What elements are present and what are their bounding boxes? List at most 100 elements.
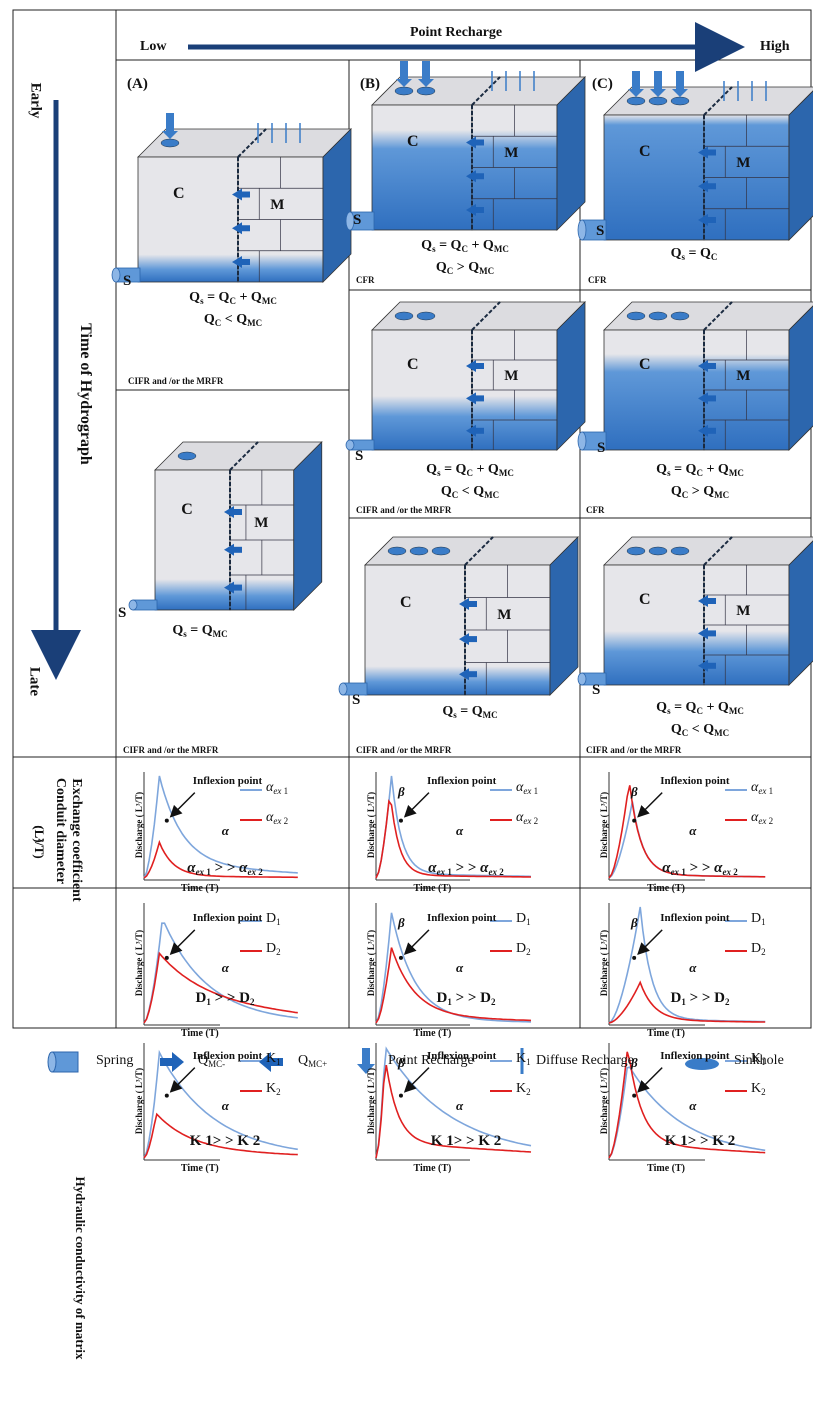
x-axis-label: Time (T) <box>180 1163 219 1174</box>
legend-label-1: D1 <box>516 911 531 927</box>
exchange-arrow-body <box>708 662 716 669</box>
block-side <box>293 441 323 611</box>
conduit-face <box>371 104 473 231</box>
matrix-label: M <box>736 155 751 171</box>
flow-regime-caption: CFR <box>588 275 607 285</box>
point-recharge-icon <box>676 71 684 89</box>
diameter-title: Conduit diameter <box>53 777 68 885</box>
series-line-1 <box>143 1049 298 1159</box>
exchange-arrow-icon <box>698 595 708 607</box>
matrix-label: M <box>270 197 285 213</box>
karst-block-2 <box>345 61 586 231</box>
hydrograph-exchange-2 <box>608 772 766 881</box>
matrix-label: M <box>497 606 512 623</box>
relation-label: K 1> > K 2 <box>430 1133 502 1149</box>
exchange-arrow-body <box>476 395 484 402</box>
flow-regime-caption: CIFR and /or the MRFR <box>586 745 682 755</box>
block-side <box>322 128 352 283</box>
discharge-relation: QC > QMC <box>670 484 730 500</box>
sinkhole-icon <box>670 96 690 106</box>
point-recharge-head <box>418 79 434 87</box>
block-side <box>549 536 579 696</box>
relation-label: D1 > > D2 <box>436 990 496 1007</box>
sinkhole-icon <box>626 546 646 556</box>
karst-block-4 <box>128 441 323 611</box>
inflexion-label: Inflexion point <box>660 774 730 787</box>
spring-label: S <box>592 682 601 698</box>
conduit-face <box>371 329 473 451</box>
exchange-arrow-icon <box>698 146 708 159</box>
x-axis-label: Time (T) <box>647 1163 685 1174</box>
series-line-2 <box>608 1051 766 1159</box>
legend-label-1: K1 <box>266 1051 281 1067</box>
alpha-label: α <box>689 822 697 838</box>
relation-label: K 1> > K 2 <box>189 1133 261 1149</box>
inflexion-point <box>398 955 403 960</box>
y-axis-label: Discharge ( L³/T) <box>366 791 376 859</box>
sinkhole-icon <box>431 546 451 556</box>
exchange-title: Exchange coefficient <box>69 778 84 902</box>
flow-regime-caption: CIFR and /or the MRFR <box>128 376 224 386</box>
exchange-arrow-icon <box>698 180 708 193</box>
block-side <box>788 540 813 686</box>
exchange-arrow-icon <box>224 543 234 556</box>
sinkhole-icon <box>416 86 436 96</box>
high-label: High <box>760 39 790 54</box>
discharge-relation: QC < QMC <box>440 484 500 500</box>
sinkhole-icon <box>648 546 668 556</box>
legend-label-1: αex 1 <box>751 780 774 796</box>
exchange-arrow-body <box>708 183 716 190</box>
spring-mouth <box>345 439 355 451</box>
discharge-relation: QC < QMC <box>203 312 263 328</box>
divider-line <box>703 301 733 331</box>
exchange-arrow-icon <box>698 424 708 437</box>
diameter-unit: (L) <box>32 825 47 843</box>
discharge-equation: Qs = QC + QMC <box>426 462 514 478</box>
relation-label: αex 1 > > αex 2 <box>662 860 738 877</box>
spring-mouth <box>128 599 138 611</box>
series-line-2 <box>375 947 532 1024</box>
flow-regime-caption: CIFR and /or the MRFR <box>123 745 219 755</box>
inflexion-point <box>164 1093 169 1098</box>
discharge-equation: Qs = QMC <box>172 623 228 639</box>
matrix-label: M <box>736 368 751 385</box>
inflexion-label: Inflexion point <box>192 1049 263 1062</box>
matrix-label: M <box>736 603 751 620</box>
exchange-arrow-body <box>469 636 477 643</box>
conduit-face <box>603 114 705 241</box>
exchange-arrow-body <box>242 191 250 198</box>
inflexion-label: Inflexion point <box>192 774 263 787</box>
inflexion-label: Inflexion point <box>426 911 497 924</box>
spring-mouth <box>47 1051 57 1073</box>
spring-mouth <box>577 431 587 451</box>
exchange-arrow-icon <box>466 424 476 437</box>
exchange-arrow-body <box>476 363 484 369</box>
legend-label-2: D2 <box>516 941 531 957</box>
inflexion-arrow <box>169 929 196 955</box>
x-axis-label: Time (T) <box>647 883 685 894</box>
exchange-arrow-icon <box>224 581 234 594</box>
legend-label-1: K1 <box>516 1051 531 1067</box>
exchange-arrow-body <box>469 671 477 678</box>
hydrograph-conductivity-0 <box>143 1043 298 1161</box>
inflexion-label: Inflexion point <box>192 911 263 924</box>
legend-label-2: K2 <box>516 1081 531 1097</box>
conduit-face <box>603 564 705 686</box>
conduit-label: C <box>173 184 185 202</box>
exchange-arrow-icon <box>466 170 476 183</box>
exchange-arrow-icon <box>466 360 476 372</box>
exchange-arrow-icon <box>232 256 242 268</box>
legend-label-1: D1 <box>751 911 766 927</box>
hydrograph-exchange-1 <box>375 772 532 881</box>
point-recharge-icon <box>422 61 430 79</box>
exchange-arrow-icon <box>698 392 708 405</box>
legend-label-1: D1 <box>266 911 281 927</box>
divider-line <box>703 86 733 116</box>
sinkhole-icon <box>160 138 180 148</box>
exchange-arrow-body <box>234 584 242 591</box>
late-label: Late <box>26 666 43 697</box>
spring-mouth <box>577 672 587 686</box>
hydrograph-charts <box>143 772 766 1161</box>
sinkhole-icon <box>177 451 197 461</box>
conduit-face <box>137 156 239 283</box>
